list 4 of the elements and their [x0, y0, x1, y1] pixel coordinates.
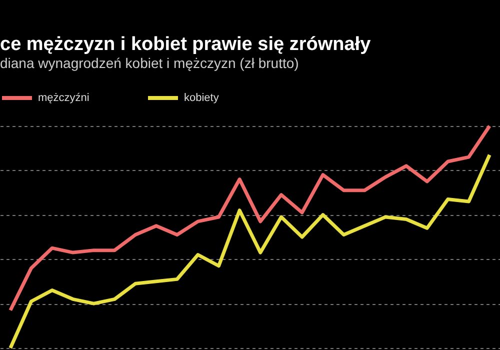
legend-label: kobiety: [184, 92, 220, 104]
chart-subtitle: diana wynagrodzeń kobiet i mężczyzn (zł brutto): [0, 55, 299, 71]
chart-title: ce mężczyzn i kobiet prawie się zrównały: [0, 34, 372, 55]
legend-label: mężczyźni: [38, 92, 90, 104]
